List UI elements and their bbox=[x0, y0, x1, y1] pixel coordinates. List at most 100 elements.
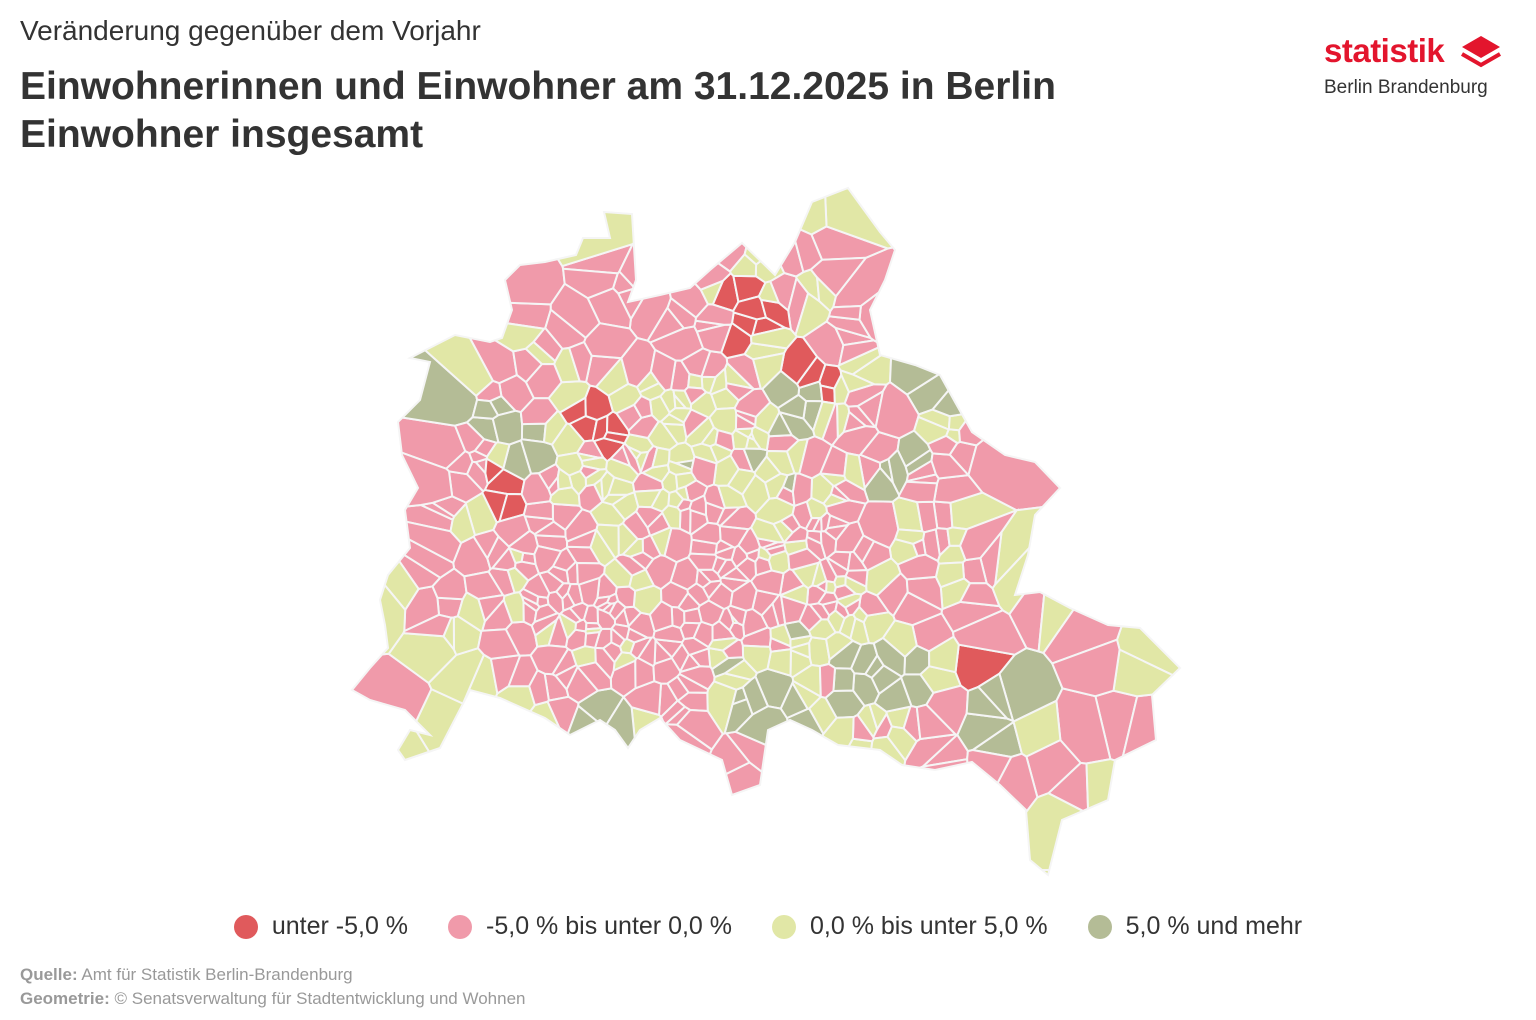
planning-area-region[interactable] bbox=[675, 708, 725, 751]
planning-area-region[interactable] bbox=[697, 599, 726, 627]
planning-area-region[interactable] bbox=[868, 702, 888, 732]
planning-area-region[interactable] bbox=[695, 323, 733, 354]
planning-area-region[interactable] bbox=[627, 723, 714, 871]
planning-area-region[interactable] bbox=[722, 658, 758, 681]
planning-area-region[interactable] bbox=[881, 619, 918, 659]
planning-area-region[interactable] bbox=[912, 415, 950, 446]
planning-area-region[interactable] bbox=[1042, 457, 1180, 665]
planning-area-region[interactable] bbox=[590, 695, 642, 871]
planning-area-region[interactable] bbox=[533, 544, 563, 575]
planning-area-region[interactable] bbox=[401, 613, 453, 638]
planning-area-region[interactable] bbox=[818, 557, 838, 584]
legend-item-class-2[interactable]: -5,0 % bis unter 0,0 % bbox=[448, 912, 732, 941]
planning-area-region[interactable] bbox=[1050, 638, 1121, 698]
planning-area-region[interactable] bbox=[843, 451, 866, 492]
planning-area-region[interactable] bbox=[708, 366, 728, 396]
planning-area-region[interactable] bbox=[477, 594, 506, 624]
planning-area-region[interactable] bbox=[649, 348, 677, 392]
planning-area-region[interactable] bbox=[779, 594, 808, 625]
planning-area-region[interactable] bbox=[683, 607, 703, 625]
planning-area-region[interactable] bbox=[946, 526, 969, 547]
planning-area-region[interactable] bbox=[533, 603, 560, 624]
planning-area-region[interactable] bbox=[554, 663, 579, 692]
planning-area-region[interactable] bbox=[683, 386, 708, 406]
planning-area-region[interactable] bbox=[749, 569, 785, 597]
planning-area-region[interactable] bbox=[484, 457, 505, 486]
planning-area-region[interactable] bbox=[812, 737, 874, 871]
planning-area-region[interactable] bbox=[566, 527, 599, 549]
planning-area-region[interactable] bbox=[832, 667, 856, 693]
planning-area-region[interactable] bbox=[897, 480, 939, 504]
planning-area-region[interactable] bbox=[674, 485, 690, 502]
planning-area-region[interactable] bbox=[870, 664, 903, 696]
planning-area-region[interactable] bbox=[567, 340, 593, 384]
planning-area-region[interactable] bbox=[839, 368, 877, 394]
planning-area-region[interactable] bbox=[476, 628, 521, 660]
planning-area-region[interactable] bbox=[751, 351, 786, 391]
planning-area-region[interactable] bbox=[764, 543, 787, 557]
planning-area-region[interactable] bbox=[480, 597, 514, 632]
planning-area-region[interactable] bbox=[632, 394, 653, 419]
planning-area-region[interactable] bbox=[757, 280, 781, 305]
planning-area-region[interactable] bbox=[783, 525, 809, 544]
planning-area-region[interactable] bbox=[682, 408, 711, 440]
planning-area-region[interactable] bbox=[819, 530, 838, 560]
planning-area-region[interactable] bbox=[690, 521, 722, 545]
planning-area-region[interactable] bbox=[928, 635, 960, 674]
planning-area-region[interactable] bbox=[827, 304, 863, 321]
planning-area-region[interactable] bbox=[554, 451, 584, 477]
planning-area-region[interactable] bbox=[766, 648, 792, 678]
planning-area-region[interactable] bbox=[602, 430, 631, 445]
planning-area-region[interactable] bbox=[690, 455, 718, 488]
planning-area-region[interactable] bbox=[538, 704, 606, 871]
legend-item-class-3[interactable]: 0,0 % bis unter 5,0 % bbox=[772, 912, 1048, 941]
planning-area-region[interactable] bbox=[794, 291, 832, 339]
planning-area-region[interactable] bbox=[818, 662, 837, 699]
planning-area-region[interactable] bbox=[542, 409, 569, 446]
planning-area-region[interactable] bbox=[930, 170, 1201, 418]
planning-area-region[interactable] bbox=[854, 735, 907, 871]
planning-area-region[interactable] bbox=[471, 398, 500, 420]
planning-area-region[interactable] bbox=[630, 705, 666, 792]
planning-area-region[interactable] bbox=[687, 552, 718, 571]
planning-area-region[interactable] bbox=[888, 170, 1180, 396]
planning-area-region[interactable] bbox=[844, 569, 869, 589]
planning-area-region[interactable] bbox=[980, 792, 1131, 871]
planning-area-region[interactable] bbox=[636, 635, 657, 668]
planning-area-region[interactable] bbox=[650, 446, 671, 469]
planning-area-region[interactable] bbox=[823, 170, 1161, 250]
planning-area-region[interactable] bbox=[915, 703, 958, 741]
planning-area-region[interactable] bbox=[621, 441, 642, 477]
planning-area-region[interactable] bbox=[576, 561, 606, 586]
planning-area-region[interactable] bbox=[472, 528, 500, 561]
planning-area-region[interactable] bbox=[779, 680, 810, 720]
planning-area-region[interactable] bbox=[1085, 758, 1201, 871]
planning-area-region[interactable] bbox=[686, 582, 710, 607]
planning-area-region[interactable] bbox=[520, 472, 553, 506]
planning-area-region[interactable] bbox=[330, 245, 495, 398]
planning-area-region[interactable] bbox=[747, 170, 828, 236]
planning-area-region[interactable] bbox=[729, 579, 758, 612]
planning-area-region[interactable] bbox=[886, 725, 918, 763]
planning-area-region[interactable] bbox=[499, 170, 707, 268]
planning-area-region[interactable] bbox=[648, 600, 674, 633]
planning-area-region[interactable] bbox=[743, 193, 775, 266]
planning-area-region[interactable] bbox=[522, 599, 538, 627]
planning-area-region[interactable] bbox=[431, 567, 468, 601]
planning-area-region[interactable] bbox=[670, 605, 686, 630]
planning-area-region[interactable] bbox=[776, 393, 808, 420]
planning-area-region[interactable] bbox=[577, 483, 604, 514]
planning-area-region[interactable] bbox=[613, 553, 647, 577]
planning-area-region[interactable] bbox=[412, 687, 517, 871]
planning-area-region[interactable] bbox=[1037, 339, 1200, 655]
planning-area-region[interactable] bbox=[330, 170, 566, 306]
planning-area-region[interactable] bbox=[678, 665, 716, 691]
planning-area-region[interactable] bbox=[449, 501, 477, 545]
planning-area-region[interactable] bbox=[791, 663, 822, 699]
planning-area-region[interactable] bbox=[717, 606, 735, 632]
planning-area-region[interactable] bbox=[686, 372, 704, 390]
planning-area-region[interactable] bbox=[849, 616, 871, 646]
legend-item-class-1[interactable]: unter -5,0 % bbox=[233, 912, 408, 941]
planning-area-region[interactable] bbox=[595, 523, 620, 560]
planning-area-region[interactable] bbox=[681, 636, 710, 656]
